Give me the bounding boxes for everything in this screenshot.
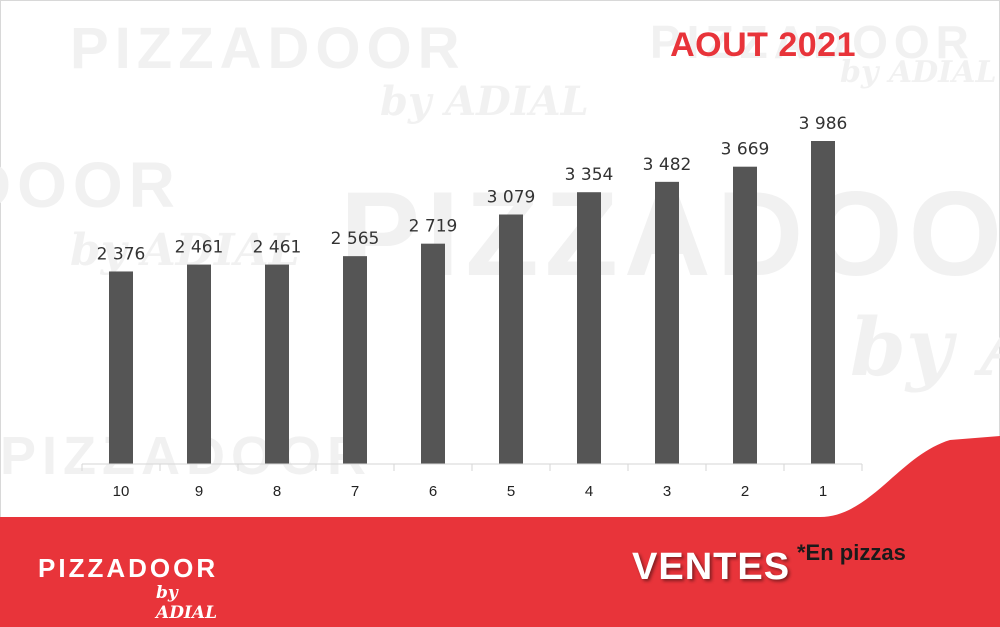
x-tick-label: 8 — [273, 483, 281, 500]
data-label: 2 565 — [331, 229, 380, 249]
footer-red-shape — [0, 436, 1000, 627]
watermark-logo-right: PIZZADOOR — [650, 16, 975, 68]
watermark-by-large: by ADIAL — [850, 300, 1000, 394]
data-label: 3 986 — [799, 114, 848, 134]
watermark-logo-mid: PIZZADOOR — [0, 149, 181, 221]
bar-5 — [499, 214, 523, 464]
x-tick-label: 5 — [507, 483, 515, 500]
data-label: 2 461 — [175, 238, 224, 258]
x-tick-label: 2 — [741, 483, 749, 500]
footer-label: VENTES — [632, 546, 791, 588]
data-label: 3 669 — [721, 140, 770, 160]
x-tick-label: 9 — [195, 483, 203, 500]
data-label: 2 461 — [253, 238, 302, 258]
data-label: 3 354 — [565, 165, 614, 185]
x-tick-label: 7 — [351, 483, 359, 500]
chart-title: AOUT 2021 — [670, 26, 856, 64]
data-label: 3 079 — [487, 187, 536, 207]
x-tick-label: 6 — [429, 483, 437, 500]
bar-9 — [187, 264, 211, 464]
x-tick-label: 4 — [585, 483, 593, 500]
pizzadoor-logo: PIZZADOOR by ADIAL — [38, 553, 238, 623]
watermark-by-right: by ADIAL — [840, 55, 997, 90]
bar-1 — [811, 141, 835, 464]
bar-7 — [343, 256, 367, 464]
bar-3 — [655, 181, 679, 464]
data-label: 2 719 — [409, 217, 458, 237]
watermark-logo-top: PIZZADOOR — [70, 16, 466, 81]
bar-4 — [577, 192, 601, 464]
data-label: 3 482 — [643, 155, 692, 175]
logo-wordmark: PIZZADOOR — [38, 553, 219, 583]
watermark-by-mid: by ADIAL — [70, 225, 300, 276]
bar-8 — [265, 264, 289, 464]
data-label: 2 376 — [97, 244, 146, 264]
logo-byline: by ADIAL — [156, 583, 218, 623]
unit-note: *En pizzas — [797, 540, 906, 565]
watermark-logo-low: PIZZADOOR — [0, 426, 372, 486]
bar-2 — [733, 166, 757, 464]
x-tick-label: 1 — [819, 483, 827, 500]
x-tick-label: 10 — [113, 483, 130, 500]
watermark-by-top: by ADIAL — [380, 78, 589, 125]
bar-10 — [109, 271, 133, 464]
bar-6 — [421, 243, 445, 464]
x-tick-label: 3 — [663, 483, 671, 500]
